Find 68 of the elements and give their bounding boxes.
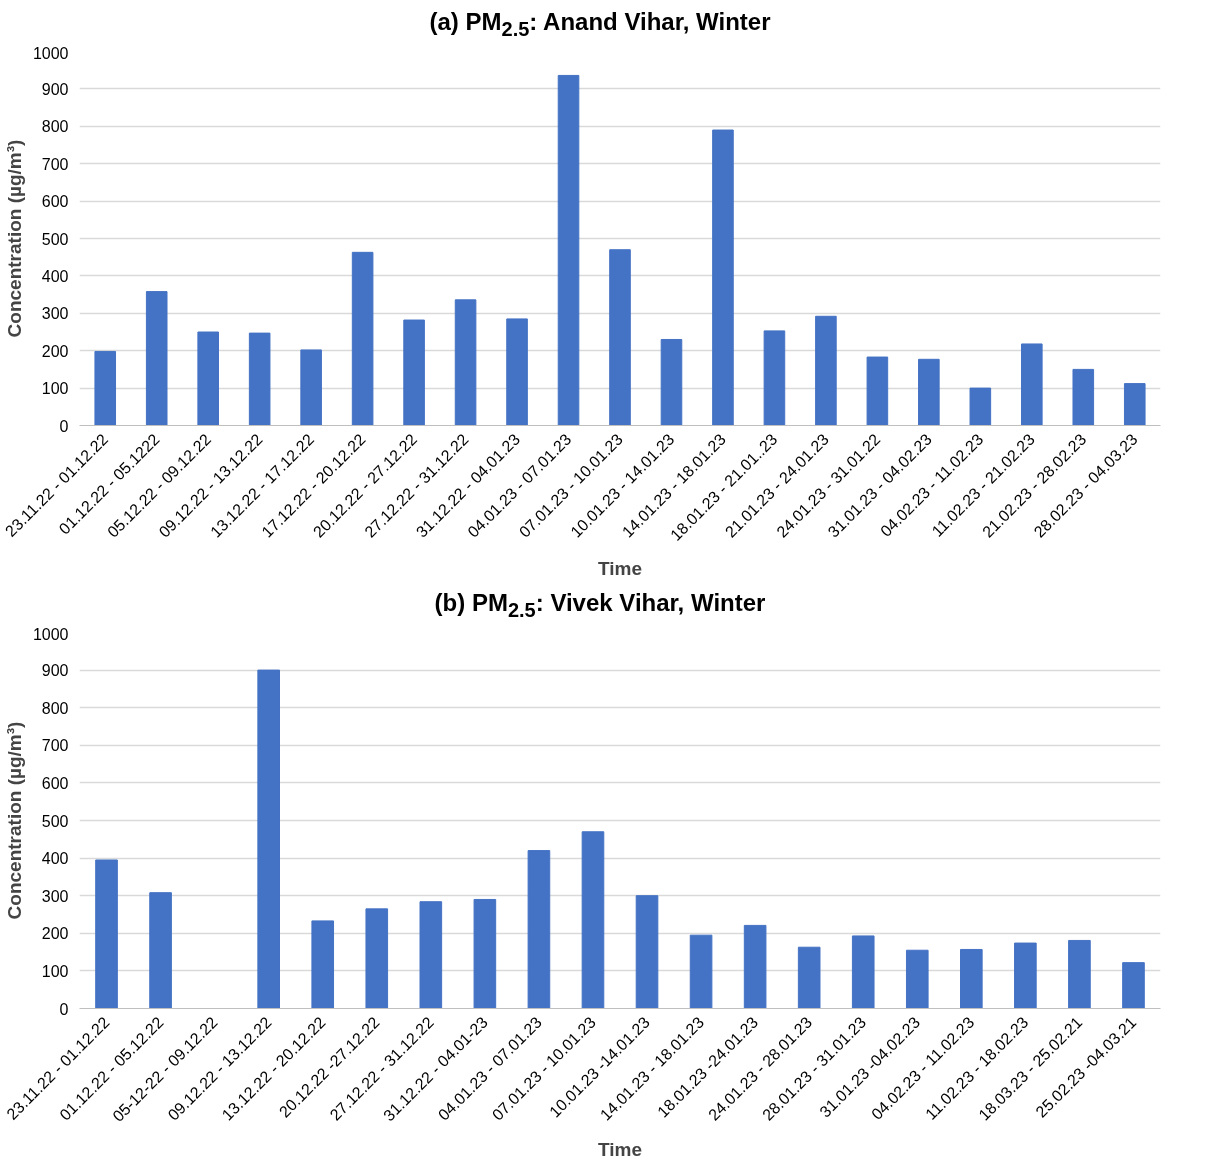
y-tick-label: 1000 [32, 44, 69, 62]
bar [815, 315, 837, 426]
y-tick-label: 700 [41, 155, 69, 173]
y-tick-label: 300 [41, 305, 69, 323]
bar [311, 920, 335, 1009]
bar [419, 901, 443, 1009]
bar [1068, 939, 1091, 1009]
bar [866, 356, 889, 426]
bar [905, 949, 929, 1009]
bar [145, 291, 168, 426]
bar [1072, 368, 1095, 426]
y-tick-label: 600 [41, 193, 69, 211]
bar [743, 924, 767, 1009]
bar [506, 318, 528, 426]
bar [1122, 962, 1145, 1009]
bar [527, 850, 551, 1009]
y-tick-label: 200 [41, 925, 69, 943]
bar [197, 331, 219, 426]
bar [403, 319, 425, 426]
bar [248, 332, 271, 426]
y-axis-title: Concentration (µg/m³) [3, 139, 25, 338]
bar [609, 249, 631, 426]
y-tick-label: 0 [59, 1000, 69, 1018]
y-tick-label: 0 [59, 417, 69, 435]
bar [454, 299, 477, 426]
bar [473, 898, 497, 1009]
y-tick-label: 600 [41, 774, 69, 792]
y-tick-label: 800 [41, 118, 69, 136]
bar [918, 358, 940, 426]
bar [581, 831, 605, 1009]
y-tick-label: 500 [41, 812, 69, 830]
bar [851, 935, 875, 1009]
y-tick-label: 400 [41, 850, 69, 868]
bar [969, 387, 992, 426]
bar [960, 948, 983, 1009]
y-tick-label: 1000 [32, 625, 69, 643]
y-tick-label: 900 [41, 80, 69, 98]
bar [1014, 942, 1037, 1009]
chart-title: (b) PM$_{2.5}$: Vivek Vihar, Winter [433, 588, 767, 623]
bar [351, 251, 374, 426]
bar [257, 669, 280, 1009]
y-tick-label: 200 [41, 342, 69, 360]
bar [797, 946, 821, 1009]
bar [712, 129, 734, 426]
bar [660, 338, 683, 426]
bar [95, 859, 118, 1009]
y-tick-label: 100 [41, 380, 69, 398]
y-tick-label: 800 [41, 699, 69, 717]
bar [300, 349, 322, 426]
bar [1123, 383, 1146, 426]
bar [94, 350, 117, 426]
bar [149, 892, 172, 1009]
y-tick-label: 300 [41, 887, 69, 905]
bar [365, 908, 389, 1009]
chart-title: (a) PM$_{2.5}$: Anand Vihar, Winter [428, 7, 772, 42]
x-axis-title: Time [598, 557, 643, 579]
y-tick-label: 400 [41, 267, 69, 285]
x-axis-title: Time [598, 1138, 643, 1160]
bar [557, 74, 580, 426]
y-tick-label: 900 [41, 662, 69, 680]
y-tick-label: 100 [41, 962, 69, 980]
bar [1021, 343, 1043, 426]
bar [689, 934, 713, 1009]
y-tick-label: 500 [41, 230, 69, 248]
y-axis-title: Concentration (µg/m³) [3, 721, 25, 920]
bar [763, 330, 786, 426]
bar [635, 895, 659, 1009]
y-tick-label: 700 [41, 737, 69, 755]
